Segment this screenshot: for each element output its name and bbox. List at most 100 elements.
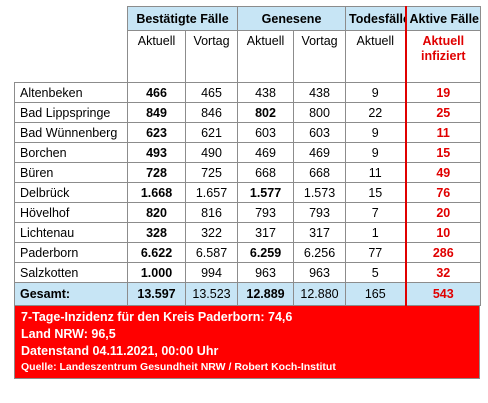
municipality-name: Hövelhof xyxy=(14,202,128,223)
group-header-aktive: Aktive Fälle xyxy=(404,6,482,31)
active-infected: 25 xyxy=(404,102,482,123)
total-recovered-current: 12.889 xyxy=(237,282,295,306)
recovered-current: 1.577 xyxy=(237,182,295,203)
confirmed-current: 728 xyxy=(127,162,186,183)
sub-header-genesene-vortag: Vortag xyxy=(293,30,347,83)
active-infected: 76 xyxy=(404,182,482,203)
municipality-name: Delbrück xyxy=(14,182,128,203)
group-header-bestaetigte: Bestätigte Fälle xyxy=(126,6,239,31)
recovered-previous: 963 xyxy=(293,262,347,283)
active-infected: 286 xyxy=(404,242,482,263)
deaths-current: 7 xyxy=(345,202,407,223)
municipality-name: Lichtenau xyxy=(14,222,128,243)
confirmed-previous: 846 xyxy=(184,102,239,123)
sub-header-genesene-aktuell: Aktuell xyxy=(237,30,295,83)
sub-header-row: Aktuell Vortag Aktuell Vortag Aktuell Ak… xyxy=(14,30,482,83)
active-infected: 19 xyxy=(404,82,482,103)
deaths-current: 77 xyxy=(345,242,407,263)
deaths-current: 9 xyxy=(345,142,407,163)
active-infected: 10 xyxy=(404,222,482,243)
confirmed-previous: 490 xyxy=(184,142,239,163)
recovered-current: 668 xyxy=(237,162,295,183)
confirmed-current: 328 xyxy=(127,222,186,243)
table-row: Paderborn 6.622 6.587 6.259 6.256 77 286 xyxy=(14,242,482,263)
confirmed-current: 849 xyxy=(127,102,186,123)
recovered-current: 438 xyxy=(237,82,295,103)
table-row: Bad Lippspringe 849 846 802 800 22 25 xyxy=(14,102,482,123)
group-header-todesfaelle: Todesfälle xyxy=(345,6,407,31)
total-confirmed-current: 13.597 xyxy=(127,282,186,306)
total-recovered-previous: 12.880 xyxy=(293,282,347,306)
recovered-previous: 800 xyxy=(293,102,347,123)
active-infected: 20 xyxy=(404,202,482,223)
active-infected: 49 xyxy=(404,162,482,183)
table-row: Hövelhof 820 816 793 793 7 20 xyxy=(14,202,482,223)
municipality-name: Büren xyxy=(14,162,128,183)
municipality-name: Paderborn xyxy=(14,242,128,263)
total-deaths-current: 165 xyxy=(345,282,407,306)
confirmed-current: 1.000 xyxy=(127,262,186,283)
municipality-name: Borchen xyxy=(14,142,128,163)
recovered-current: 6.259 xyxy=(237,242,295,263)
confirmed-previous: 725 xyxy=(184,162,239,183)
confirmed-previous: 621 xyxy=(184,122,239,143)
incidence-note-box: 7-Tage-Inzidenz für den Kreis Paderborn:… xyxy=(14,306,480,379)
sub-header-bestaetigte-aktuell: Aktuell xyxy=(127,30,186,83)
recovered-previous: 469 xyxy=(293,142,347,163)
data-date-line: Datenstand 04.11.2021, 00:00 Uhr xyxy=(21,344,219,358)
deaths-current: 9 xyxy=(345,122,407,143)
confirmed-previous: 1.657 xyxy=(184,182,239,203)
recovered-previous: 603 xyxy=(293,122,347,143)
confirmed-previous: 6.587 xyxy=(184,242,239,263)
deaths-current: 5 xyxy=(345,262,407,283)
total-label: Gesamt: xyxy=(14,282,128,306)
recovered-current: 317 xyxy=(237,222,295,243)
header-corner xyxy=(14,6,128,31)
source-line: Quelle: Landeszentrum Gesundheit NRW / R… xyxy=(21,361,336,373)
confirmed-current: 6.622 xyxy=(127,242,186,263)
table-row: Büren 728 725 668 668 11 49 xyxy=(14,162,482,183)
table-row: Salzkotten 1.000 994 963 963 5 32 xyxy=(14,262,482,283)
deaths-current: 15 xyxy=(345,182,407,203)
active-infected: 32 xyxy=(404,262,482,283)
incidence-kreis-line: 7-Tage-Inzidenz für den Kreis Paderborn:… xyxy=(21,310,293,324)
recovered-previous: 317 xyxy=(293,222,347,243)
municipality-name: Salzkotten xyxy=(14,262,128,283)
confirmed-current: 623 xyxy=(127,122,186,143)
recovered-current: 802 xyxy=(237,102,295,123)
table-row: Borchen 493 490 469 469 9 15 xyxy=(14,142,482,163)
municipality-name: Bad Lippspringe xyxy=(14,102,128,123)
confirmed-previous: 465 xyxy=(184,82,239,103)
covid-case-table-container: Bestätigte Fälle Genesene Todesfälle Akt… xyxy=(14,6,482,379)
recovered-previous: 438 xyxy=(293,82,347,103)
table-row: Lichtenau 328 322 317 317 1 10 xyxy=(14,222,482,243)
recovered-previous: 6.256 xyxy=(293,242,347,263)
recovered-previous: 793 xyxy=(293,202,347,223)
confirmed-current: 820 xyxy=(127,202,186,223)
header-corner-lower xyxy=(14,30,128,83)
recovered-current: 963 xyxy=(237,262,295,283)
group-header-genesene: Genesene xyxy=(237,6,347,31)
recovered-previous: 1.573 xyxy=(293,182,347,203)
active-infected: 15 xyxy=(404,142,482,163)
recovered-current: 793 xyxy=(237,202,295,223)
confirmed-previous: 322 xyxy=(184,222,239,243)
sub-header-bestaetigte-vortag: Vortag xyxy=(184,30,239,83)
table-row: Altenbeken 466 465 438 438 9 19 xyxy=(14,82,482,103)
deaths-current: 1 xyxy=(345,222,407,243)
total-row: Gesamt: 13.597 13.523 12.889 12.880 165 … xyxy=(14,282,482,306)
deaths-current: 11 xyxy=(345,162,407,183)
recovered-current: 603 xyxy=(237,122,295,143)
municipality-name: Altenbeken xyxy=(14,82,128,103)
sub-header-aktuell-infiziert: Aktuell infiziert xyxy=(404,30,482,83)
table-body: Altenbeken 466 465 438 438 9 19 Bad Lipp… xyxy=(14,82,482,306)
incidence-nrw-line: Land NRW: 96,5 xyxy=(21,327,116,341)
table-row: Bad Wünnenberg 623 621 603 603 9 11 xyxy=(14,122,482,143)
recovered-current: 469 xyxy=(237,142,295,163)
total-confirmed-previous: 13.523 xyxy=(184,282,239,306)
table-row: Delbrück 1.668 1.657 1.577 1.573 15 76 xyxy=(14,182,482,203)
covid-case-table: Bestätigte Fälle Genesene Todesfälle Akt… xyxy=(14,6,482,306)
active-infected: 11 xyxy=(404,122,482,143)
confirmed-previous: 994 xyxy=(184,262,239,283)
sub-header-todesfaelle-aktuell: Aktuell xyxy=(345,30,407,83)
